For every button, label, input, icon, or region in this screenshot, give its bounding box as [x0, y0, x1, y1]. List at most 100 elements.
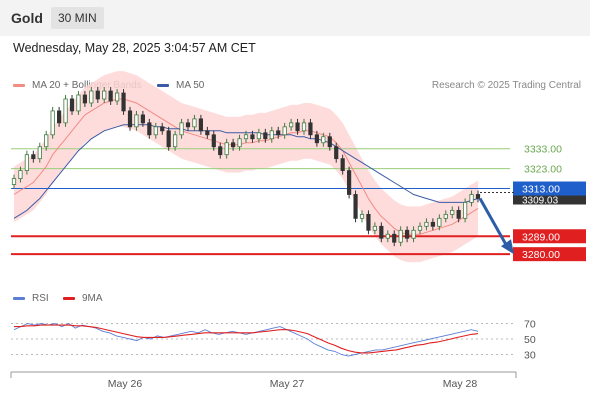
candle-body — [11, 178, 17, 185]
timestamp: Wednesday, May 28, 2025 3:04:57 AM CET — [13, 41, 256, 55]
level-label-3333.00: 3333.00 — [524, 144, 562, 156]
candle-body — [405, 229, 410, 239]
level-tag-3289.00 — [513, 229, 586, 244]
instrument-title: Gold — [11, 10, 43, 26]
candle-body — [160, 126, 165, 132]
candle-body — [134, 114, 139, 128]
candle-body — [321, 136, 326, 144]
candle-body — [372, 225, 377, 231]
candle-body — [153, 126, 158, 136]
candle-body — [314, 134, 319, 144]
last-price-label: 3309.03 — [522, 196, 559, 207]
rsi-line — [13, 322, 479, 357]
candle-body — [392, 233, 397, 243]
legend-ma50: MA 50 — [157, 80, 204, 91]
candle-body — [263, 132, 268, 140]
legend-rsi: RSI — [13, 293, 49, 304]
candle-body — [185, 122, 191, 128]
legend-9ma-label: 9MA — [82, 293, 103, 304]
legend-ma20-label: MA 20 + Bollinger Bands — [32, 80, 142, 91]
candle-body — [456, 209, 461, 219]
candle-body — [353, 194, 358, 219]
candle-body — [443, 213, 448, 219]
candle-body — [469, 194, 474, 203]
forecast-arrow-shaft — [478, 197, 510, 249]
header-bar: Gold 30 MIN — [0, 0, 590, 36]
candle-body — [417, 225, 423, 231]
candle-body — [89, 90, 94, 104]
interval-button[interactable]: 30 MIN — [51, 7, 104, 29]
candle-body — [102, 90, 107, 100]
candle-body — [385, 233, 390, 239]
candle-body — [359, 213, 365, 219]
candle-body — [463, 202, 468, 219]
candle-body — [121, 92, 126, 112]
candle-body — [224, 142, 229, 156]
candle-body — [69, 98, 75, 112]
candle-body — [398, 229, 403, 243]
candle-body — [37, 146, 42, 160]
candle-body — [237, 138, 242, 148]
legend-rsi-label: RSI — [32, 293, 49, 304]
candle-body — [269, 130, 274, 140]
candle-body — [347, 170, 352, 195]
candle-body — [340, 158, 345, 172]
candle-body — [147, 122, 152, 136]
level-label-3313.00: 3313.00 — [522, 184, 560, 196]
candle-body — [24, 154, 29, 171]
candle-body — [231, 142, 236, 148]
candle-body — [475, 194, 481, 199]
candle-body — [276, 130, 281, 136]
candle-body — [295, 122, 300, 132]
candle-body — [31, 154, 36, 160]
x-tick-label: May 26 — [108, 378, 143, 390]
candle-body — [250, 134, 255, 140]
candle-body — [76, 94, 81, 112]
candle-body — [192, 118, 197, 128]
rsi-tick-30: 30 — [524, 350, 536, 362]
x-tick-label: May 27 — [270, 378, 305, 390]
rsi-tick-50: 50 — [524, 334, 536, 346]
candle-body — [218, 146, 223, 156]
legend-9ma: 9MA — [63, 293, 103, 304]
ma50-swatch — [157, 83, 169, 87]
level-label-3280.00: 3280.00 — [522, 249, 560, 261]
legend-ma50-label: MA 50 — [176, 80, 205, 91]
copyright-text: Research © 2025 Trading Central — [431, 80, 581, 91]
level-tag-3313.00 — [513, 181, 586, 196]
level-tag-3280.00 — [513, 247, 586, 262]
candle-body — [366, 213, 371, 231]
candle-body — [108, 90, 113, 102]
rsi-swatch — [13, 296, 25, 300]
candle-body — [82, 94, 87, 104]
candle-body — [411, 229, 416, 239]
candle-body — [379, 225, 384, 239]
candle-body — [127, 110, 133, 128]
candle-body — [166, 130, 171, 148]
candle-body — [256, 132, 261, 140]
candle-body — [424, 221, 429, 227]
candle-body — [334, 146, 339, 160]
candle-body — [308, 122, 313, 136]
candle-body — [95, 90, 100, 100]
candle-body — [211, 134, 216, 148]
candle-body — [289, 122, 294, 128]
rsi-tick-70: 70 — [524, 319, 536, 331]
candle-body — [301, 122, 307, 132]
last-price-tag — [513, 195, 586, 205]
candle-body — [173, 134, 178, 148]
candle-body — [450, 209, 455, 215]
candle-body — [179, 122, 184, 136]
ma20-swatch — [13, 83, 25, 87]
candle-body — [243, 134, 249, 140]
legend-ma20: MA 20 + Bollinger Bands — [13, 80, 142, 91]
candle-body — [57, 110, 62, 124]
candle-body — [430, 221, 435, 227]
candle-body — [205, 130, 210, 136]
candle-body — [327, 136, 332, 148]
x-tick-label: May 28 — [443, 378, 478, 390]
candle-body — [282, 126, 287, 136]
ma9-swatch — [63, 296, 75, 300]
candle-body — [50, 110, 55, 136]
